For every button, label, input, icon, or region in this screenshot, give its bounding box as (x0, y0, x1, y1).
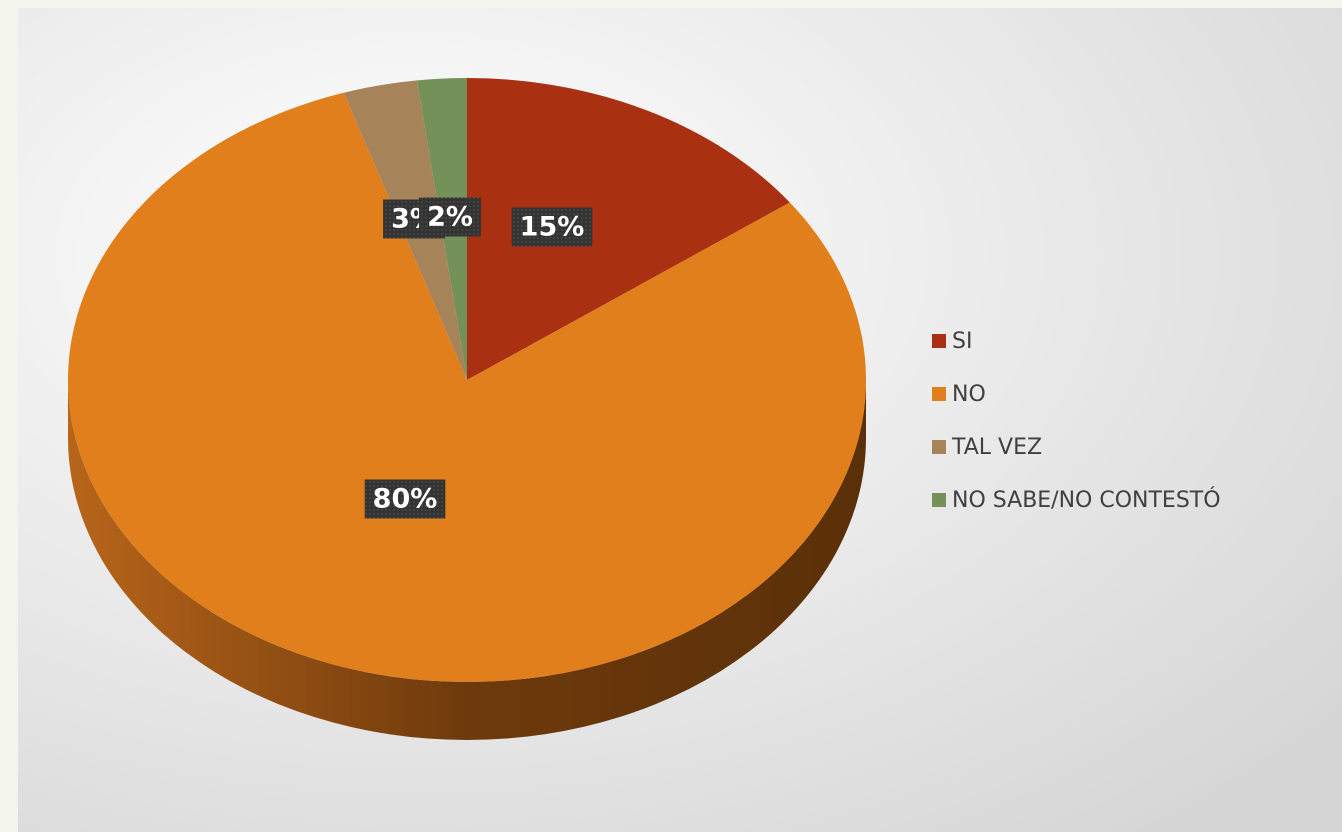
data-label-box (419, 197, 481, 237)
legend-label: NO (952, 382, 986, 407)
legend-swatch (932, 387, 946, 401)
legend-label: SI (952, 329, 972, 354)
legend-swatch (932, 440, 946, 454)
legend-label: TAL VEZ (951, 435, 1042, 460)
data-label: 80% (373, 484, 438, 515)
data-label: 15% (520, 212, 585, 243)
data-label: 2% (427, 202, 473, 233)
legend-swatch (932, 334, 946, 348)
data-label-box (364, 479, 446, 519)
legend-label: NO SABE/NO CONTESTÓ (952, 487, 1221, 513)
slice (467, 78, 790, 380)
data-label-box (511, 207, 593, 247)
slice-side (68, 380, 866, 740)
legend-swatch (932, 493, 946, 507)
slice (68, 92, 866, 682)
